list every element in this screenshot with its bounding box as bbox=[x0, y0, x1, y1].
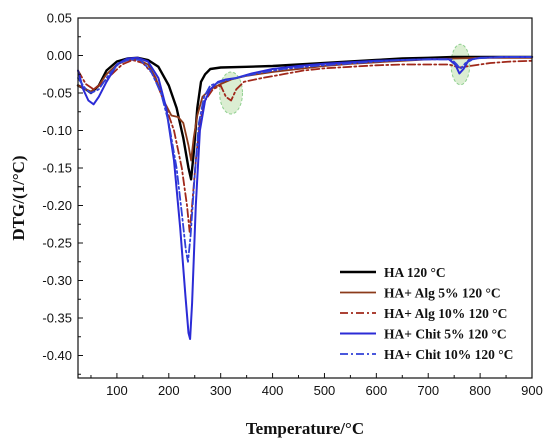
highlight-layer bbox=[219, 43, 471, 115]
x-tick-label: 500 bbox=[314, 383, 336, 398]
tick-layer: 100 200 300 400 500 600 700 800 900 0.05 0.00 -0.05… bbox=[42, 11, 542, 399]
legend-label-4: HA+ Chit 10% 120 °C bbox=[384, 347, 513, 362]
series-line-2 bbox=[77, 59, 533, 233]
plot-frame bbox=[77, 17, 533, 379]
x-tick-label: 100 bbox=[106, 383, 128, 398]
x-tick-label: 400 bbox=[262, 383, 284, 398]
x-tick-label: 700 bbox=[417, 383, 439, 398]
y-tick-label: -0.35 bbox=[42, 311, 72, 326]
legend-label-1: HA+ Alg 5% 120 °C bbox=[384, 286, 501, 301]
series-layer bbox=[76, 55, 534, 340]
x-tick-label: 800 bbox=[469, 383, 491, 398]
y-tick-label: -0.25 bbox=[42, 236, 72, 251]
y-tick-label: -0.05 bbox=[42, 86, 72, 101]
legend: HA 120 °C HA+ Alg 5% 120 °C HA+ Alg 10% 12… bbox=[340, 265, 513, 362]
y-tick-label: -0.20 bbox=[42, 198, 72, 213]
y-tick-label: -0.30 bbox=[42, 273, 72, 288]
series-line-0 bbox=[76, 55, 534, 181]
y-tick-label: -0.40 bbox=[42, 348, 72, 363]
x-tick-label: 900 bbox=[521, 383, 543, 398]
y-tick-label: 0.00 bbox=[47, 48, 72, 63]
legend-label-3: HA+ Chit 5% 120 °C bbox=[384, 327, 507, 342]
legend-label-0: HA 120 °C bbox=[384, 265, 446, 280]
y-tick-label: -0.10 bbox=[42, 123, 72, 138]
y-tick-label: -0.15 bbox=[42, 161, 72, 176]
legend-label-2: HA+ Alg 10% 120 °C bbox=[384, 306, 507, 321]
series-line-3 bbox=[77, 56, 533, 340]
y-tick-label: 0.05 bbox=[47, 11, 72, 26]
x-axis-title: Temperature/°C bbox=[246, 419, 364, 438]
x-tick-label: 300 bbox=[210, 383, 232, 398]
series-line-4 bbox=[77, 56, 533, 263]
y-axis-title: DTG/(1/°C) bbox=[9, 155, 28, 240]
x-tick-label: 200 bbox=[158, 383, 180, 398]
x-tick-label: 600 bbox=[365, 383, 387, 398]
